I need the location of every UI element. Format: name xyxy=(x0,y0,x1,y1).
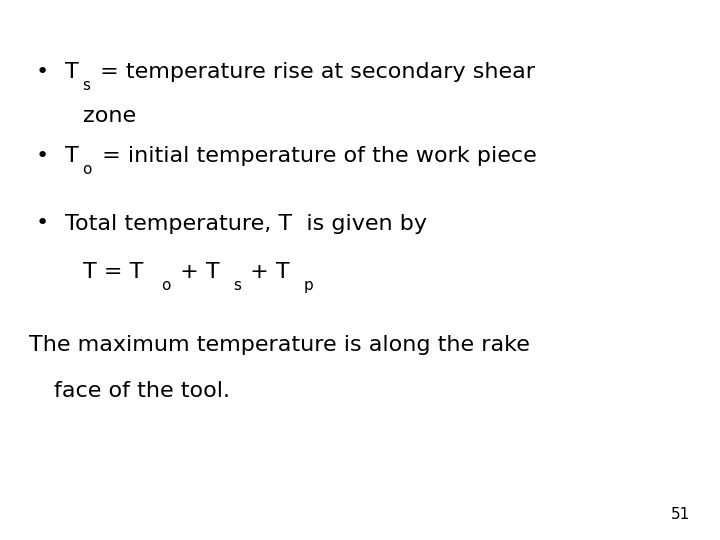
Text: s: s xyxy=(83,78,91,93)
Text: •: • xyxy=(36,62,49,82)
Text: + T: + T xyxy=(173,262,220,282)
Text: o: o xyxy=(83,162,92,177)
Text: face of the tool.: face of the tool. xyxy=(54,381,230,401)
Text: zone: zone xyxy=(83,105,136,125)
Text: + T: + T xyxy=(243,262,290,282)
Text: 51: 51 xyxy=(671,508,690,523)
Text: o: o xyxy=(161,278,170,293)
Text: Total temperature, T  is given by: Total temperature, T is given by xyxy=(65,213,427,233)
Text: = temperature rise at secondary shear: = temperature rise at secondary shear xyxy=(93,62,535,82)
Text: T = T: T = T xyxy=(83,262,143,282)
Text: •: • xyxy=(36,146,49,166)
Text: T: T xyxy=(65,62,78,82)
Text: s: s xyxy=(233,278,241,293)
Text: = initial temperature of the work piece: = initial temperature of the work piece xyxy=(94,146,536,166)
Text: T: T xyxy=(65,146,78,166)
Text: The maximum temperature is along the rake: The maximum temperature is along the rak… xyxy=(29,335,530,355)
Text: p: p xyxy=(303,278,313,293)
Text: •: • xyxy=(36,213,49,233)
